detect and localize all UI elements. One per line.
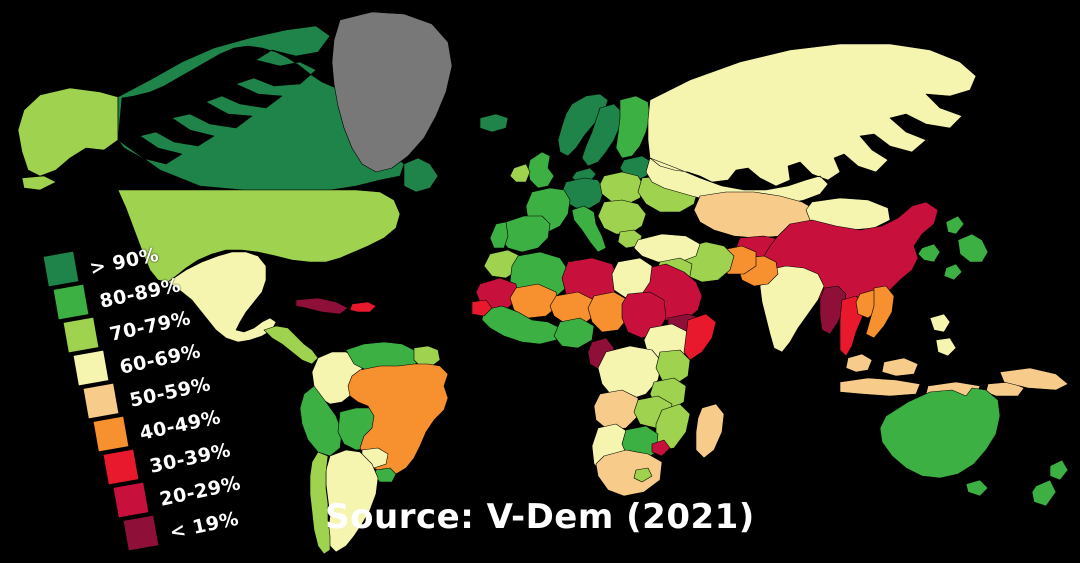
region-nigeria — [553, 317, 595, 349]
legend-swatch — [83, 383, 119, 419]
region-south-korea — [917, 243, 941, 263]
region-philippines — [929, 313, 957, 357]
legend-swatch — [43, 251, 79, 287]
region-vietnam — [865, 285, 895, 339]
region-lesotho — [633, 467, 653, 483]
region-mozambique — [655, 403, 691, 451]
region-portugal — [489, 221, 509, 249]
region-senegal — [471, 299, 493, 317]
region-myanmar — [819, 285, 847, 335]
region-alaska — [17, 87, 119, 191]
region-south-africa — [595, 449, 663, 497]
region-guyanas — [413, 345, 441, 367]
region-malaysia — [845, 353, 919, 377]
region-ireland — [509, 163, 531, 183]
region-japan — [943, 215, 989, 281]
region-balkans — [597, 199, 647, 235]
region-italy — [571, 205, 607, 253]
region-argentina — [325, 449, 379, 553]
region-turkey — [633, 233, 701, 263]
region-madagascar — [695, 403, 725, 459]
region-west-africa-coast — [481, 305, 561, 345]
region-russia — [645, 43, 977, 207]
legend-swatch — [53, 284, 89, 320]
region-chad — [587, 291, 629, 333]
region-dr-congo — [597, 345, 663, 401]
legend-swatch — [63, 317, 99, 353]
region-chile — [309, 451, 331, 555]
region-kenya — [655, 349, 691, 385]
region-india — [759, 265, 825, 353]
region-new-zealand — [1031, 459, 1069, 507]
region-somalia — [683, 313, 717, 361]
region-norway — [557, 93, 609, 157]
region-poland — [599, 171, 645, 205]
region-papua-new-guinea — [999, 367, 1069, 391]
source-caption: Source: V-Dem (2021) — [325, 497, 755, 537]
region-zimbabwe-badge — [651, 439, 671, 457]
region-mali — [509, 283, 559, 319]
region-finland — [615, 95, 651, 159]
region-angola — [593, 389, 639, 431]
region-mexico — [167, 251, 277, 343]
region-australia — [879, 387, 1001, 497]
region-brazil — [347, 363, 449, 475]
region-united-states — [117, 189, 401, 283]
legend-item[interactable]: > 90% — [43, 244, 161, 287]
region-cuba — [295, 297, 349, 315]
region-iceland — [479, 113, 509, 133]
legend-swatch — [103, 449, 139, 485]
legend-swatch — [93, 416, 129, 452]
legend-label: > 90% — [87, 243, 161, 280]
region-peru — [299, 385, 343, 457]
legend-swatch — [73, 350, 109, 386]
region-hispaniola — [349, 301, 377, 313]
region-greenland — [331, 11, 453, 173]
